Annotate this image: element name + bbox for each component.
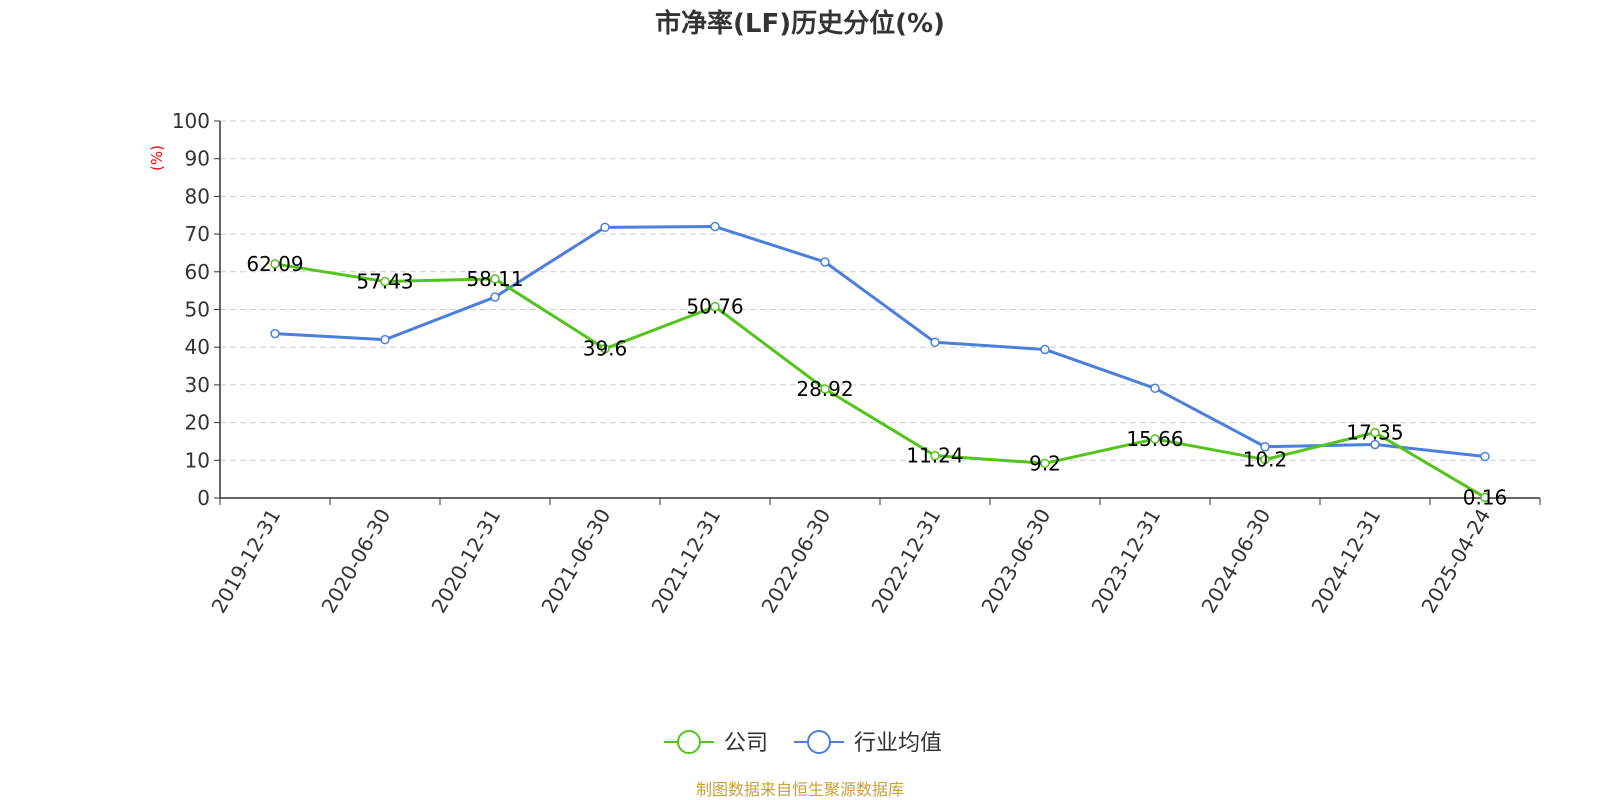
y-tick-label: 60: [185, 260, 210, 284]
data-point: [930, 337, 940, 348]
data-point: [1260, 454, 1270, 465]
series: [270, 221, 1490, 503]
data-labels: 62.09 57.43 58.11 39.6 50.76 28.92 11.24 9.2 15.…: [246, 252, 1507, 509]
data-point: [1150, 383, 1160, 394]
x-tick-label: 2023-06-30: [976, 505, 1055, 618]
data-label: 9.2: [1029, 451, 1061, 475]
ticks: 0 10 20 30 40 50 60 70 80 90 100 2019-12-31 2020-06-…: [172, 109, 1541, 618]
legend[interactable]: 公司 行业均值: [664, 730, 942, 756]
x-tick-label: 2024-12-31: [1306, 505, 1385, 618]
y-tick-label: 100: [172, 109, 210, 133]
y-tick-label: 0: [197, 486, 210, 510]
y-tick-label: 90: [185, 147, 210, 171]
data-point: [710, 221, 720, 232]
data-point: [600, 222, 610, 233]
data-point: [270, 328, 280, 339]
data-point: [1370, 427, 1380, 438]
data-point: [1150, 434, 1160, 444]
data-point: [710, 301, 720, 312]
y-axis-label: (%): [148, 145, 166, 171]
data-point: [270, 259, 280, 269]
y-tick-label: 50: [185, 298, 210, 322]
data-label: 15.66: [1126, 427, 1183, 451]
data-point: [930, 450, 940, 461]
data-label: 57.43: [356, 269, 413, 293]
data-point: [820, 257, 830, 267]
x-tick-label: 2021-06-30: [536, 505, 615, 618]
legend-marker-0: [677, 730, 701, 754]
data-label: 39.6: [583, 337, 628, 361]
chart-title: 市净率(LF)历史分位(%): [655, 8, 945, 39]
legend-marker-1: [807, 730, 831, 754]
x-tick-label: 2022-12-31: [866, 505, 945, 618]
data-label: 10.2: [1243, 448, 1288, 472]
data-point: [1370, 439, 1380, 450]
data-label: 11.24: [906, 444, 963, 468]
x-tick-label: 2020-06-30: [316, 505, 395, 618]
data-point: [490, 274, 500, 284]
data-point: [490, 292, 500, 302]
y-tick-label: 40: [185, 335, 210, 359]
data-point: [820, 384, 830, 394]
data-point: [1260, 441, 1270, 452]
data-label: 50.76: [686, 295, 743, 319]
y-tick-label: 20: [185, 411, 210, 435]
x-tick-label: 2020-12-31: [426, 505, 505, 618]
x-tick-label: 2021-12-31: [646, 505, 725, 618]
x-tick-label: 2023-12-31: [1086, 505, 1165, 618]
y-tick-label: 30: [185, 373, 210, 397]
x-tick-label: 2025-04-24: [1416, 505, 1495, 618]
legend-label-0: 公司: [724, 731, 768, 756]
data-point: [600, 343, 610, 354]
y-tick-label: 10: [185, 448, 210, 472]
data-point: [1480, 451, 1490, 462]
data-point: [1040, 458, 1050, 469]
legend-label-1: 行业均值: [854, 731, 942, 756]
series-line-1: [274, 225, 1486, 459]
data-label: 28.92: [796, 377, 853, 401]
data-point: [380, 334, 390, 345]
y-tick-label: 70: [185, 222, 210, 246]
data-point: [1480, 492, 1490, 503]
data-label: 62.09: [246, 252, 303, 276]
data-label: 58.11: [466, 267, 523, 291]
y-tick-label: 80: [185, 184, 210, 208]
data-point: [1040, 344, 1050, 355]
series-line-0: [274, 262, 1486, 499]
source-note: 制图数据来自恒生聚源数据库: [696, 780, 904, 799]
grid: [220, 120, 1540, 461]
x-tick-label: 2022-06-30: [756, 505, 835, 618]
data-point: [380, 276, 390, 287]
data-label: 0.16: [1463, 485, 1508, 509]
x-tick-label: 2019-12-31: [206, 505, 285, 618]
data-label: 17.35: [1346, 421, 1403, 445]
x-tick-label: 2024-06-30: [1196, 505, 1275, 618]
